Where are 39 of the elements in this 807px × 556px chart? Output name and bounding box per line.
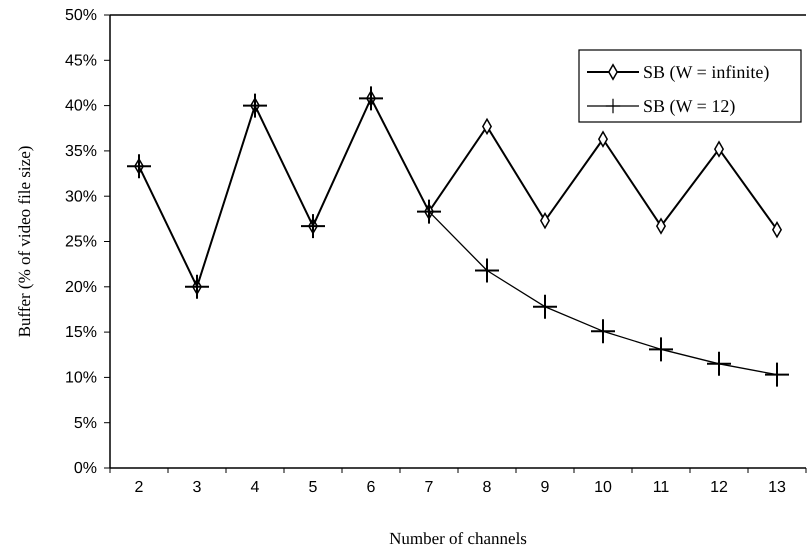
y-tick-label: 25%: [64, 234, 97, 251]
y-axis-title: Buffer (% of video file size): [15, 146, 34, 338]
x-tick-label: 10: [594, 478, 612, 496]
y-tick-label: 45%: [64, 52, 97, 70]
point: [649, 337, 673, 362]
point: [765, 362, 789, 387]
point: [707, 352, 731, 376]
point: [533, 294, 557, 319]
point: [127, 154, 151, 178]
y-tick-label: 35%: [64, 143, 97, 160]
x-tick-label: 3: [192, 478, 202, 496]
x-tick-label: 12: [710, 478, 728, 496]
point: [359, 86, 383, 110]
x-tick-label: 7: [424, 478, 434, 496]
x-tick-label: 2: [134, 478, 144, 496]
legend-label: SB (W = infinite): [643, 62, 770, 82]
x-tick-label: 13: [768, 478, 786, 496]
legend-label: SB (W = 12): [643, 96, 736, 116]
point: [243, 94, 267, 118]
y-tick-label: 20%: [64, 278, 97, 296]
point: [591, 319, 615, 344]
x-axis-title: Number of channels: [389, 529, 527, 548]
x-tick-label: 9: [540, 478, 550, 496]
x-tick-label: 11: [652, 478, 670, 496]
x-tick-label: 6: [366, 478, 376, 496]
point: [417, 200, 441, 224]
point: [475, 258, 499, 282]
point: [301, 214, 325, 238]
y-tick-label: 10%: [64, 370, 97, 387]
y-tick-label: 5%: [74, 414, 97, 432]
y-tick-label: 40%: [64, 98, 97, 115]
y-tick-label: 15%: [64, 324, 97, 342]
point: [185, 274, 209, 299]
y-tick-label: 0%: [74, 460, 97, 478]
y-tick-label: 30%: [64, 188, 97, 206]
x-tick-label: 4: [250, 478, 260, 496]
y-tick-label: 50%: [64, 7, 97, 24]
x-tick-label: 8: [482, 478, 492, 496]
x-tick-label: 5: [308, 478, 318, 496]
